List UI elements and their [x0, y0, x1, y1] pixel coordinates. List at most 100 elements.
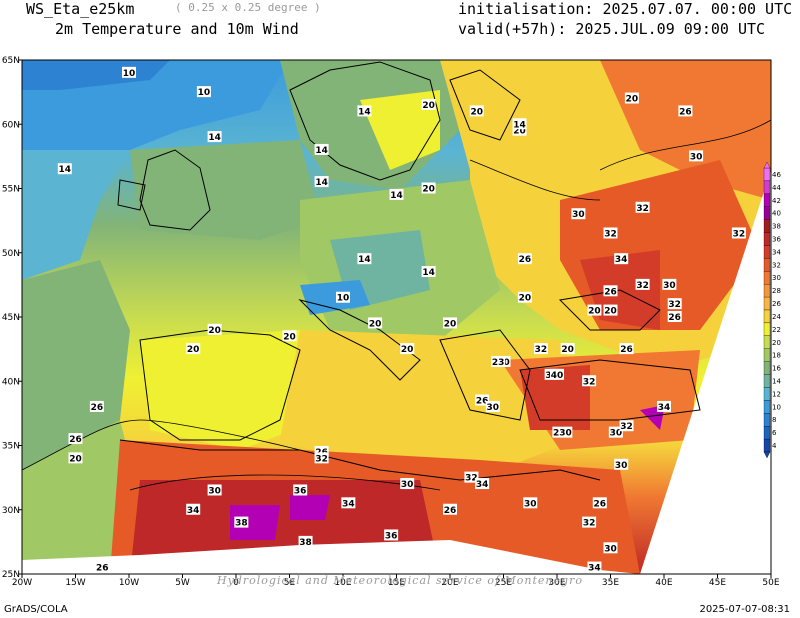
colorbar-level-label: 8 [772, 416, 776, 424]
isotherm-label-bg [678, 105, 693, 117]
isotherm-label: 230 [553, 429, 572, 439]
colorbar-swatch [763, 309, 771, 324]
isotherm-label: 20 [626, 95, 639, 105]
isotherm-label: 30 [487, 403, 500, 413]
colorbar-swatch [763, 361, 771, 375]
isotherm-label-bg [635, 278, 650, 290]
isotherm-label-bg [469, 105, 484, 117]
isotherm-label: 32 [636, 281, 649, 291]
isotherm-label: 14 [358, 107, 371, 117]
lat-tick-label: 45N [2, 313, 20, 323]
lon-tick-label: 35E [602, 578, 619, 588]
isotherm-label: 20 [401, 345, 414, 355]
colorbar-level-label: 44 [772, 184, 781, 192]
isotherm-label-bg [512, 118, 527, 130]
colorbar-level-label: 14 [772, 378, 781, 386]
isotherm-label-bg [662, 278, 677, 290]
colorbar-swatch [763, 426, 771, 440]
colorbar-level-label: 38 [772, 223, 781, 231]
isotherm-label: 14 [59, 165, 72, 175]
isotherm-label-bg [314, 143, 329, 155]
isotherm-label-bg [314, 452, 329, 464]
isotherm-label-bg [582, 375, 597, 387]
colorbar-level-label: 42 [772, 197, 781, 205]
colorbar-swatch [763, 258, 771, 272]
colorbar-swatch [763, 167, 771, 182]
colorbar-level-label: 24 [772, 313, 781, 321]
isotherm-label: 34 [476, 480, 489, 490]
lon-tick-label: 30E [548, 578, 565, 588]
isotherm-label: 40 [551, 371, 564, 381]
isotherm-label-bg [491, 355, 506, 367]
isotherm-label-bg [603, 542, 618, 554]
isotherm-label: 34 [187, 506, 200, 516]
isotherm-label: 30 [615, 461, 628, 471]
isotherm-label: 14 [358, 255, 371, 265]
colorbar-level-label: 18 [772, 352, 781, 360]
isotherm-label: 20 [604, 307, 617, 317]
isotherm-label: 14 [422, 268, 435, 278]
colorbar-swatch [763, 245, 771, 259]
isotherm-label: 34 [588, 564, 601, 574]
isotherm-label: 20 [208, 326, 221, 336]
colorbar-swatch [763, 296, 771, 311]
colorbar-swatch [763, 232, 771, 246]
isotherm-label-bg [298, 535, 313, 547]
isotherm-label: 26 [679, 107, 692, 117]
colorbar-level-label: 30 [772, 274, 781, 282]
isotherm-label: 26 [69, 435, 82, 445]
isotherm-label-bg [89, 400, 104, 412]
isotherm-label: 32 [733, 229, 746, 239]
lat-tick-label: 65N [2, 56, 20, 66]
colorbar-swatch [763, 193, 771, 207]
isotherm-label: 10 [198, 88, 211, 98]
colorbar-swatch [763, 348, 771, 362]
isotherm-label-bg [475, 478, 490, 490]
isotherm-label-bg [314, 445, 329, 457]
isotherm-label: 23 [492, 358, 505, 368]
lon-tick-label: 40E [655, 578, 672, 588]
isotherm-label: 30 [690, 152, 703, 162]
colorbar-swatch [763, 413, 771, 427]
isotherm-label-bg [603, 227, 618, 239]
isotherm-label-bg [560, 343, 575, 355]
isotherm-label: 26 [594, 499, 607, 509]
isotherm-label: 38 [235, 519, 248, 529]
lat-tick-label: 55N [2, 185, 20, 195]
isotherm-label: 26 [96, 564, 109, 574]
lon-tick-label: 45E [709, 578, 726, 588]
isotherm-label: 26 [476, 397, 489, 407]
isotherm-label-bg [207, 131, 222, 143]
lon-tick-label: 50E [762, 578, 779, 588]
isotherm-label-bg [512, 124, 527, 136]
isotherm-label: 20 [187, 345, 200, 355]
colorbar-level-label: 16 [772, 365, 781, 373]
colorbar-swatch [763, 271, 771, 285]
isotherm-label-bg [196, 86, 211, 98]
field-title: 2m Temperature and 10m Wind [55, 20, 299, 38]
colorbar-level-label: 12 [772, 390, 781, 398]
isotherm-label-bg [552, 426, 573, 438]
isotherm-label-bg [314, 176, 329, 188]
isotherm-label: 20 [422, 185, 435, 195]
isotherm-label: 20 [422, 101, 435, 111]
colorbar-level-label: 6 [772, 429, 777, 437]
isotherm-label: 20 [283, 332, 296, 342]
colorbar-swatch [763, 400, 771, 414]
isotherm-label: 32 [535, 345, 548, 355]
isotherm-label: 14 [208, 133, 221, 143]
isotherm-label: 20 [69, 454, 82, 464]
isotherm-label-bg [619, 343, 634, 355]
isotherm-label: 26 [668, 313, 681, 323]
isotherm-labels: 1010141414141414141410202020202020202020… [57, 66, 746, 574]
colorbar-swatch [763, 284, 771, 298]
isotherm-label-bg [186, 343, 201, 355]
isotherm-label: 20 [369, 319, 382, 329]
isotherm-label-bg [587, 304, 602, 316]
isotherm-label: 26 [604, 287, 617, 297]
isotherm-label-bg [443, 503, 457, 515]
isotherm-label: 20 [588, 307, 601, 317]
isotherm-label-bg [234, 516, 249, 528]
isotherm-label: 10 [123, 69, 136, 79]
colorbar-swatch [763, 438, 771, 453]
